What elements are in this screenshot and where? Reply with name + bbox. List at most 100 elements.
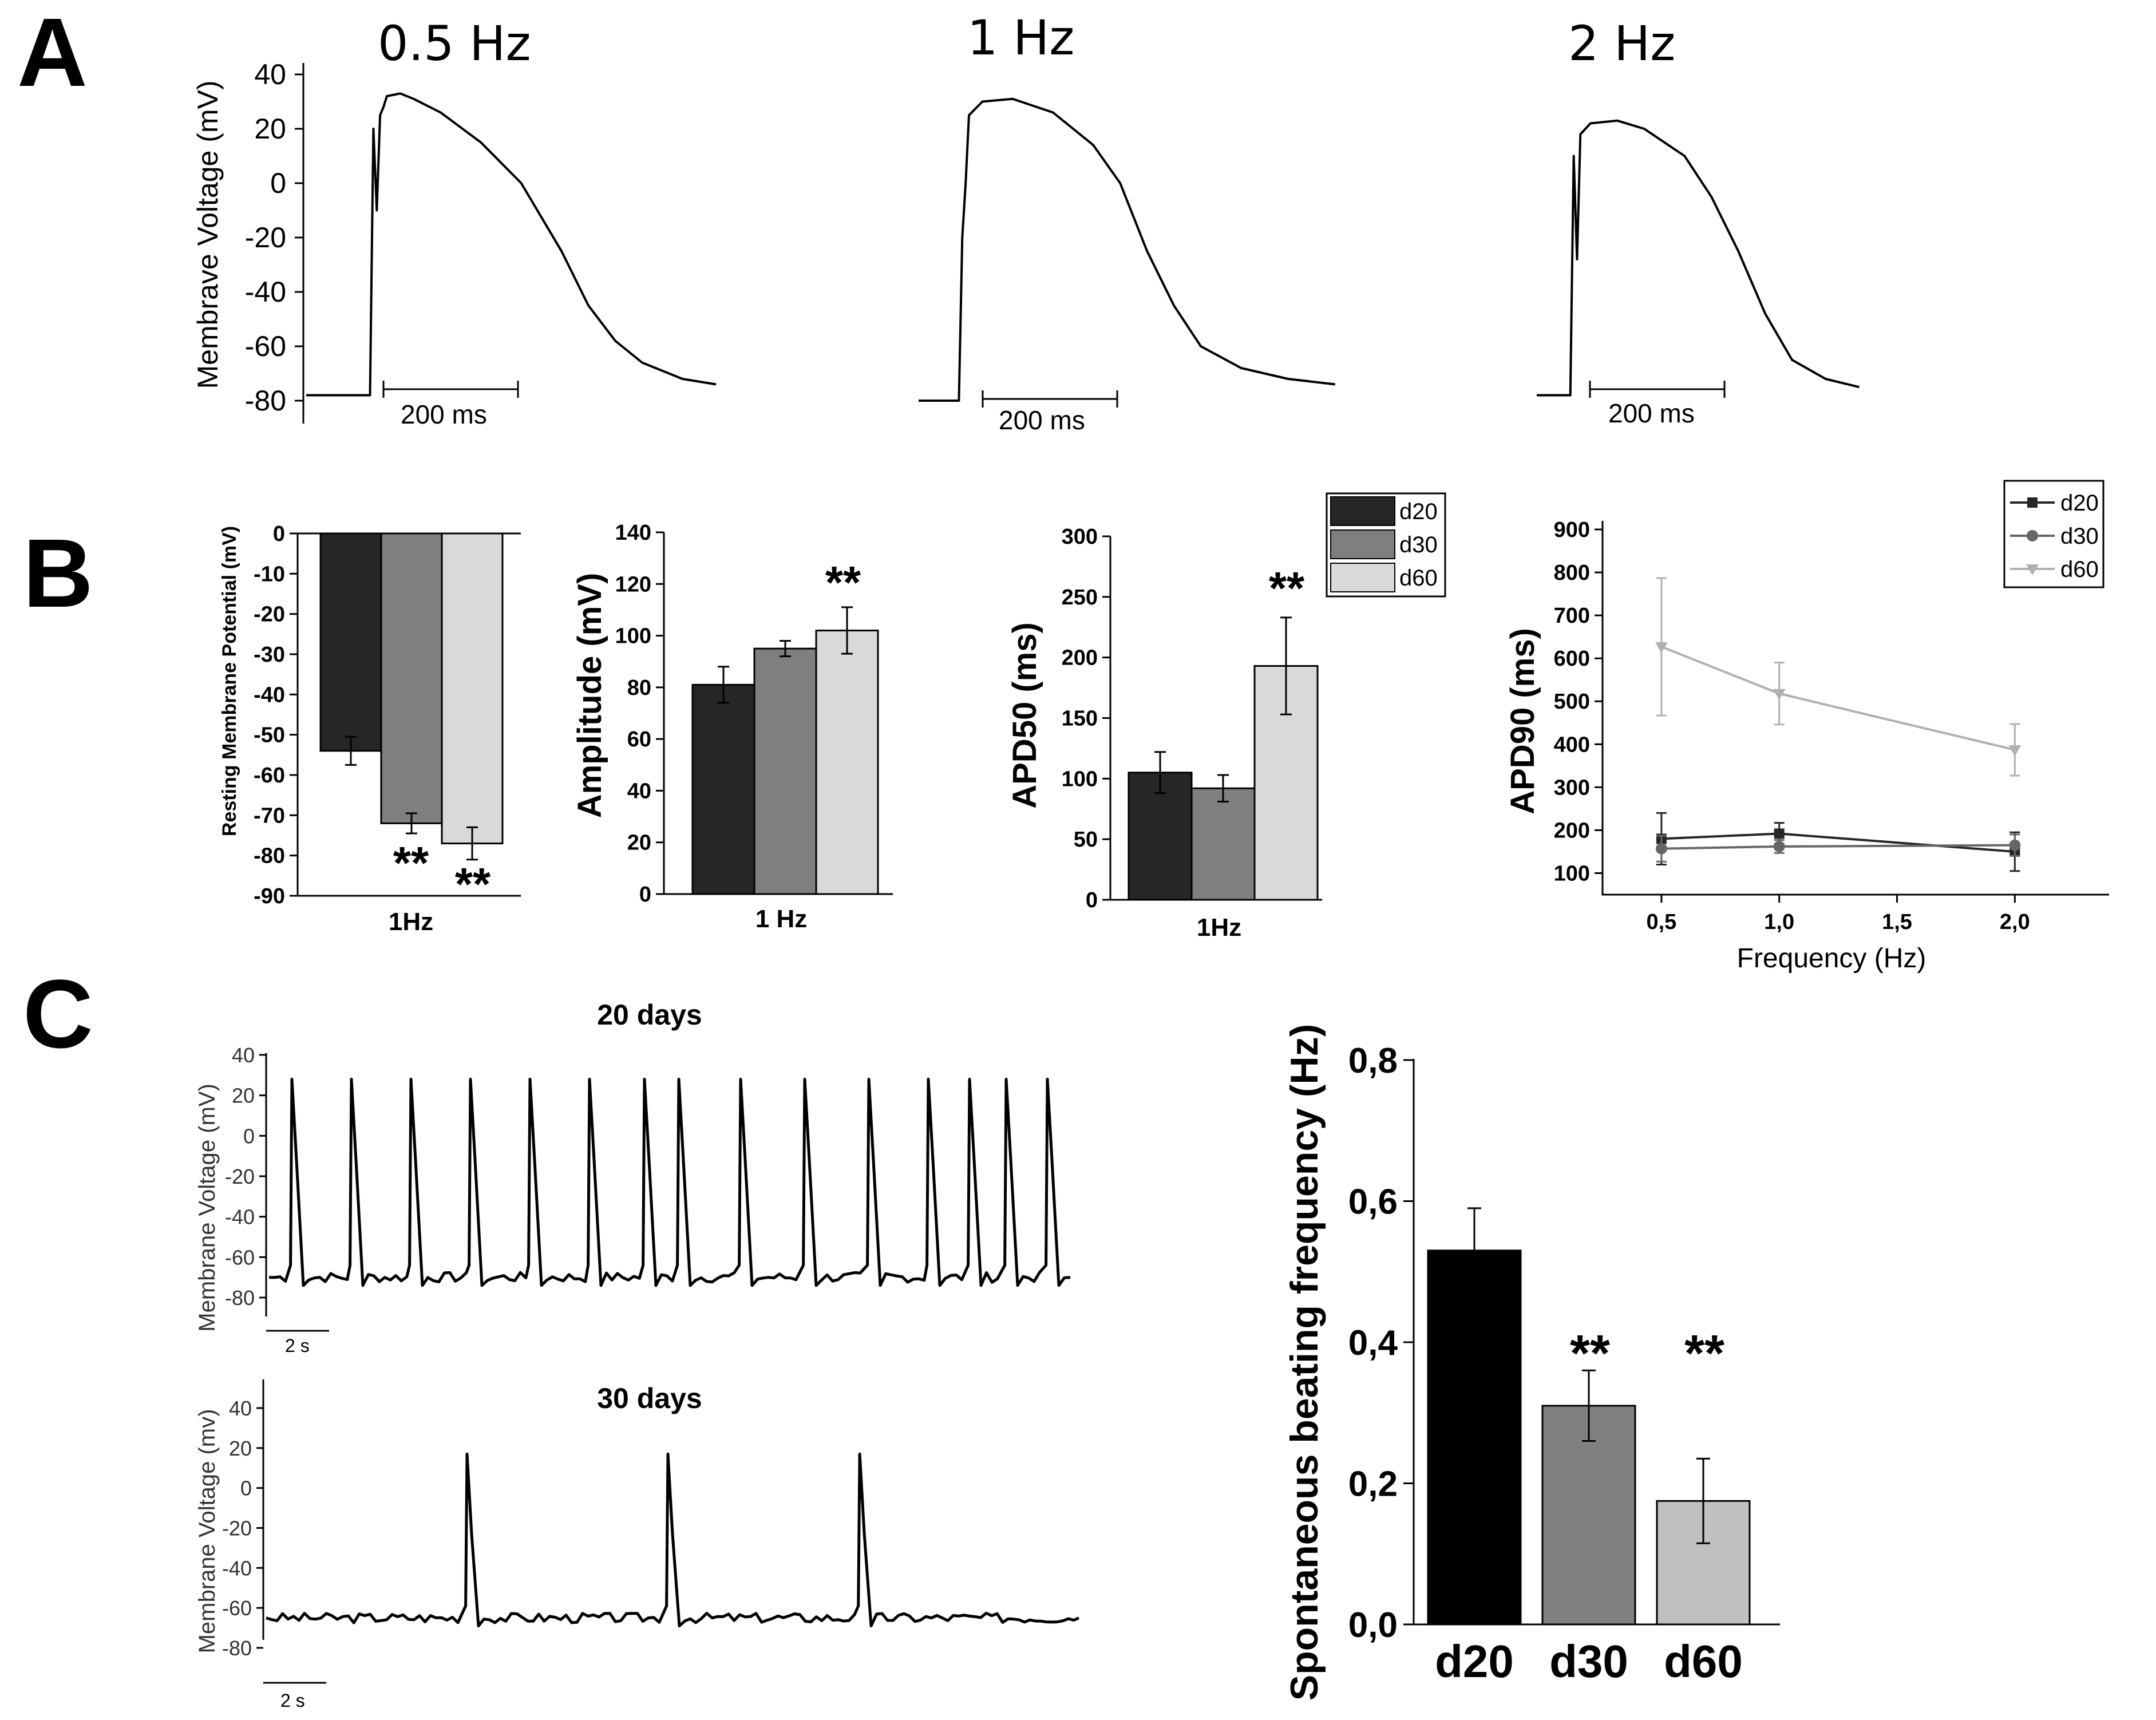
trace-20-days xyxy=(268,1077,1071,1287)
apd50-ytick-label: 100 xyxy=(1062,767,1098,791)
amp-ytick-label: 0 xyxy=(639,883,651,907)
amp-ylabel: Amplitude (mV) xyxy=(571,573,608,819)
amp-ytick-label: 40 xyxy=(627,779,651,803)
trace-ytick-label: 0 xyxy=(240,1477,252,1500)
ap-trace-2hz xyxy=(1537,119,1860,397)
beating-ytick-label: 0,2 xyxy=(1348,1465,1398,1504)
trace-ytick-label: -40 xyxy=(225,1205,255,1229)
trace-ytick-label: -20 xyxy=(222,1517,252,1540)
apd90-line-d20 xyxy=(1661,832,2015,853)
apd90-point-d30 xyxy=(2009,839,2021,851)
rmp-ytick-label: -10 xyxy=(254,562,285,586)
apd90-xlabel: Frequency (Hz) xyxy=(1737,943,1926,974)
legend-label-d30: d30 xyxy=(1399,532,1438,557)
beating-errorbar-d60 xyxy=(1696,1457,1710,1544)
rmp-star-d30: ** xyxy=(393,837,429,888)
rmp-ytick-label: -30 xyxy=(254,643,285,667)
apd50-ytick-label: 150 xyxy=(1062,707,1098,731)
legend-swatch-d60 xyxy=(1330,563,1395,592)
apd90-xtick-label: 2,0 xyxy=(2000,910,2030,934)
panel-a-title-1: 0.5 Hz xyxy=(378,15,531,72)
legend-label-d20: d20 xyxy=(2060,491,2099,516)
apd90-point-d60 xyxy=(1655,642,1668,653)
amp-errorbar-d20 xyxy=(718,666,729,704)
apd50-bar-d30 xyxy=(1190,787,1256,901)
panel-c-traces: 20 days Membrane Voltage (mV) 40 20 0 -20 -4… xyxy=(195,999,1080,1711)
apd50-axes xyxy=(1109,536,1322,901)
trace-ytick-label: -80 xyxy=(222,1636,252,1660)
apd50-yticks: 0 50 100 150 200 250 300 xyxy=(1062,525,1110,912)
panel-label-c: C xyxy=(23,960,93,1069)
beating-xticks: d20 d30 d60 xyxy=(1435,1636,1743,1687)
apd90-line-d60 xyxy=(1661,646,2015,751)
rmp-bar-d30 xyxy=(380,532,443,824)
rmp-bar-d60 xyxy=(441,532,504,845)
apd50-errorbar-d20 xyxy=(1154,751,1166,794)
rmp-errorbar-d60 xyxy=(466,826,478,861)
apd90-point-d60 xyxy=(2008,745,2022,757)
apd90-ylabel: APD90 (ms) xyxy=(1504,628,1541,814)
panel-a-title-3: 2 Hz xyxy=(1568,15,1675,72)
panel-b-rmp: Resting Membrane Potential (mV) 0 -10 -20 -… xyxy=(219,522,521,936)
apd90-ytick-label: 500 xyxy=(1554,690,1590,714)
beating-errorbar-d30 xyxy=(1582,1369,1596,1442)
panel-a-yticks: 40 20 0 -20 -40 -60 -80 xyxy=(245,58,303,417)
trace-bottom-ylabel: Membrane Voltage (mv) xyxy=(195,1409,220,1654)
rmp-ytick-label: -70 xyxy=(254,804,285,828)
panel-label-a: A xyxy=(17,0,88,107)
legend-label-d60: d60 xyxy=(2060,557,2099,582)
panel-a-title-2: 1 Hz xyxy=(967,10,1074,66)
rmp-bar-d20 xyxy=(319,532,382,752)
apd50-ytick-label: 0 xyxy=(1086,888,1098,912)
trace-ytick-label: -60 xyxy=(225,1245,255,1269)
rmp-bars xyxy=(319,532,504,861)
apd90-xtick-label: 0,5 xyxy=(1646,910,1676,934)
amp-axes xyxy=(663,532,893,895)
apd90-xtick-label: 1,5 xyxy=(1882,910,1912,934)
apd90-series xyxy=(1655,577,2022,872)
beating-ytick-label: 0,0 xyxy=(1348,1606,1398,1645)
trace-ytick-label: 40 xyxy=(229,1397,252,1420)
beating-yticks: 0,0 0,2 0,4 0,6 0,8 xyxy=(1348,1041,1414,1645)
apd90-point-d30 xyxy=(1655,843,1667,855)
panel-b-amplitude: Amplitude (mV) 0 20 40 60 80 100 120 140 1 Hz *… xyxy=(571,521,893,933)
apd90-ytick-label: 400 xyxy=(1554,733,1590,757)
trace-bottom-scalebar: 2 s xyxy=(263,1682,326,1711)
legend-swatch-d30 xyxy=(1330,529,1395,559)
legend-label-d60: d60 xyxy=(1399,566,1438,591)
beating-ytick-label: 0,8 xyxy=(1348,1041,1398,1081)
trace-top-title: 20 days xyxy=(597,999,702,1031)
beating-ylabel: Spontaneous beating frequency (Hz) xyxy=(1283,1024,1326,1701)
legend-swatch-d20 xyxy=(1330,496,1395,526)
apd90-ytick-label: 600 xyxy=(1554,647,1590,671)
amp-xlabel: 1 Hz xyxy=(755,905,807,933)
rmp-errorbar-d20 xyxy=(345,736,357,766)
rmp-xlabel: 1Hz xyxy=(389,908,433,936)
panel-a-ytick-label: -60 xyxy=(245,330,286,362)
rmp-ytick-label: -50 xyxy=(254,723,285,748)
scalebar-a1-label: 200 ms xyxy=(401,400,487,429)
apd90-axes xyxy=(1601,521,2109,896)
trace-top-yticks: 40 20 0 -20 -40 -60 -80 xyxy=(225,1043,266,1310)
trace-ytick-label: 20 xyxy=(229,1437,252,1460)
amp-errorbar-d60 xyxy=(841,606,853,655)
apd90-ytick-label: 800 xyxy=(1554,561,1590,585)
rmp-star-d60: ** xyxy=(455,859,491,910)
trace-top-ylabel: Membrane Voltage (mV) xyxy=(195,1084,220,1332)
panel-a-ytick-label: 0 xyxy=(270,167,286,199)
beating-xtick-label: d20 xyxy=(1435,1636,1514,1687)
apd50-ylabel: APD50 (ms) xyxy=(1006,622,1043,809)
apd90-point-d30 xyxy=(1773,840,1785,852)
panel-b-apd90: APD90 (ms) 100 200 300 400 500 600 700 800 900 0… xyxy=(1504,480,2109,974)
panel-a-ytick-label: 20 xyxy=(254,113,286,145)
apd90-point-d60 xyxy=(1773,689,1786,700)
amp-ytick-label: 140 xyxy=(615,521,651,545)
rmp-ytick-label: -20 xyxy=(254,603,285,627)
rmp-ytick-label: 0 xyxy=(273,522,285,546)
apd50-ytick-label: 200 xyxy=(1062,646,1098,670)
panel-b-apd50: APD50 (ms) 0 50 100 150 200 250 300 1Hz ** d20… xyxy=(1006,492,1446,942)
ap-trace-1hz xyxy=(919,97,1336,402)
scalebar-a3-label: 200 ms xyxy=(1608,398,1695,428)
trace-top-scalebar-label: 2 s xyxy=(285,1335,310,1356)
